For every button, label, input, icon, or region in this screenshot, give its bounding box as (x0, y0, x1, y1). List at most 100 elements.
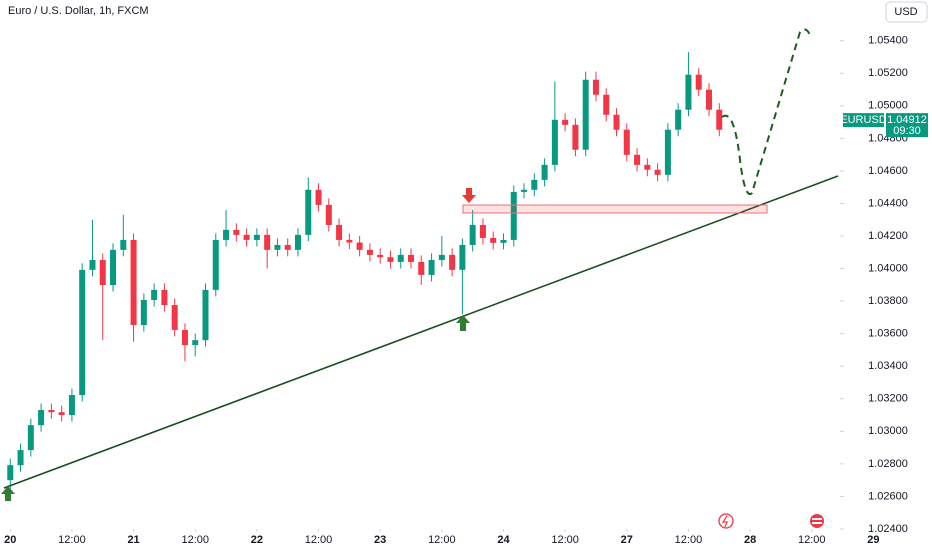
y-tick-label: 1.03000 (868, 425, 908, 437)
flag-icon-glyph (812, 518, 822, 520)
y-tick-label: 1.03400 (868, 360, 908, 372)
candle-body (274, 244, 281, 250)
bottom-icons (718, 513, 824, 529)
x-tick-label: 29 (867, 534, 879, 546)
candle-body (664, 129, 671, 175)
candle-body (623, 129, 630, 155)
x-tick-label: 24 (497, 534, 510, 546)
candle-body (161, 289, 168, 306)
candle-body (716, 109, 723, 130)
y-tick-label: 1.04200 (868, 230, 908, 242)
y-tick-label: 1.03200 (868, 393, 908, 405)
candle-body (325, 204, 332, 225)
candle-body (48, 410, 55, 413)
candle-body (253, 234, 260, 240)
candle-body (130, 239, 137, 326)
candle-body (38, 410, 45, 426)
y-tick-label: 1.02800 (868, 458, 908, 470)
trendline (3, 175, 839, 489)
candle-body (654, 169, 661, 175)
candle-body (366, 249, 373, 255)
candle-body (510, 191, 517, 240)
up-arrow (456, 315, 470, 331)
x-tick-label: 12:00 (551, 534, 579, 546)
flag-icon[interactable] (810, 514, 824, 528)
candle-body (89, 259, 96, 270)
x-tick-label: 12:00 (181, 534, 209, 546)
candle-body (284, 244, 291, 250)
candle-body (120, 239, 127, 250)
candle-body (305, 189, 312, 235)
candle-body (264, 234, 271, 250)
candle-body (459, 244, 466, 270)
flag-icon-glyph (812, 522, 822, 524)
candle-body (469, 224, 476, 245)
candle-body (315, 189, 322, 205)
last-price-label: 1.04912 (887, 114, 927, 126)
candle-body (212, 239, 219, 290)
x-tick-label: 12:00 (58, 534, 86, 546)
candle-body (387, 257, 394, 262)
y-tick-label: 1.05000 (868, 100, 908, 112)
candle-body (27, 425, 34, 451)
candle-body (181, 329, 188, 346)
candle-body (603, 94, 610, 115)
currency-button[interactable]: USD (885, 1, 928, 23)
candle-body (521, 189, 528, 192)
chart-title: Euro / U.S. Dollar, 1h, FXCM (8, 5, 149, 17)
candle-body (377, 254, 384, 258)
candle-body (490, 237, 497, 243)
last-price-tag (886, 113, 928, 138)
candle-body (110, 249, 117, 286)
candle-body (582, 79, 589, 150)
candle-body (541, 164, 548, 180)
candle-body (562, 119, 569, 125)
candle-body (7, 465, 14, 481)
y-tick-label: 1.02400 (868, 523, 908, 535)
x-tick-label: 21 (127, 534, 139, 546)
y-tick-label: 1.04400 (868, 197, 908, 209)
candle-body (346, 239, 353, 243)
currency-button-box[interactable] (885, 1, 928, 23)
up-arrow (1, 486, 15, 501)
candle-body (705, 89, 712, 110)
candle-body (151, 289, 158, 300)
candle-body (644, 164, 651, 170)
y-tick-label: 1.05400 (868, 35, 908, 47)
x-tick-label: 12:00 (428, 534, 456, 546)
x-tick-label: 23 (374, 534, 386, 546)
candle-body (58, 412, 65, 416)
candle-body (634, 154, 641, 165)
candle-body (449, 254, 456, 270)
x-tick-label: 12:00 (305, 534, 333, 546)
x-tick-label: 12:00 (675, 534, 703, 546)
x-tick-label: 22 (251, 534, 263, 546)
candle-body (294, 234, 301, 250)
currency-button-label[interactable]: USD (894, 6, 917, 18)
candle-body (233, 229, 240, 235)
candle-body (140, 299, 147, 326)
candle-body (500, 239, 507, 243)
candle-body (192, 340, 199, 346)
candle-body (531, 179, 538, 190)
candle-body (418, 261, 425, 275)
candle-body (243, 234, 250, 240)
y-tick-label: 1.04000 (868, 262, 908, 274)
event-icon[interactable] (718, 513, 734, 529)
candle-body (551, 119, 558, 165)
y-tick-label: 1.05200 (868, 67, 908, 79)
symbol-tag-label: EURUSD (840, 114, 887, 126)
candle-body (428, 259, 435, 275)
event-icon-glyph (721, 515, 728, 528)
y-tick-label: 1.02600 (868, 490, 908, 502)
y-tick-label: 1.03800 (868, 295, 908, 307)
candle-body (572, 124, 579, 150)
candle-body (438, 254, 445, 260)
candle-body (17, 450, 24, 466)
countdown-label: 09:30 (893, 125, 921, 137)
candle-body (223, 229, 230, 240)
candle-body (336, 224, 343, 240)
y-tick-label: 1.03600 (868, 328, 908, 340)
